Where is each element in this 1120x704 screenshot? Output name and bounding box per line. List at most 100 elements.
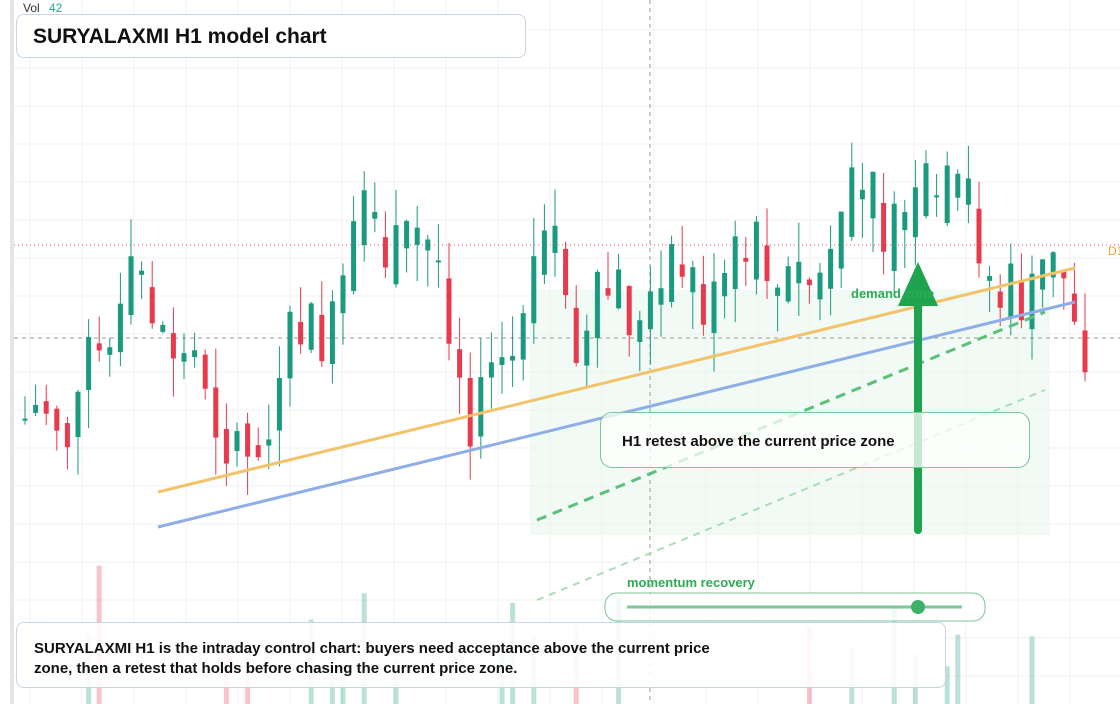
candle-body [563,248,569,296]
candle-body [520,313,526,360]
candle-body [266,439,272,446]
candle-body [679,264,685,277]
candle-body [732,236,738,290]
edge-label: D1 [1108,244,1120,258]
candle-body [552,225,558,253]
candle-body [54,408,60,431]
candle-body [711,281,717,334]
candle-body [849,167,855,237]
candle-body [446,278,452,344]
candle-body [33,404,39,413]
candle-body [43,401,49,414]
callout: H1 retest above the current price zone [622,433,895,450]
candle-body [584,330,590,366]
candle-body [414,227,420,245]
candle-body [149,287,155,324]
momentum-label: momentum recovery [627,575,756,590]
candle-body [223,428,229,464]
candle-body [170,333,176,359]
arrow-head [898,262,938,306]
candle-body [22,418,28,421]
candle-body [658,288,664,305]
candle-body [234,431,240,452]
candle-body [1029,273,1035,330]
candle-body [382,237,388,268]
candle-body [796,261,802,284]
candle-body [139,270,145,275]
candle-body [764,245,770,281]
candle-body [372,211,378,219]
candle-body [955,173,961,198]
candle-body [838,211,844,269]
zone-label: demand zone [851,286,934,301]
title: SURYALAXMI H1 model chart [33,25,327,48]
candle-body [510,355,516,361]
candle-body [96,343,102,351]
candle-body [213,387,219,438]
volume-bar [1029,636,1035,704]
candle-body [117,303,123,353]
candle-body [912,187,918,238]
volume-value: 42 [49,1,63,15]
candle-body [531,256,537,324]
candle-body [467,377,473,447]
candle-body [573,307,579,363]
candle-body [690,267,696,293]
caption-box: SURYALAXMI H1 is the intraday control ch… [16,622,946,688]
candle-body [541,230,547,275]
candle-body [987,275,993,281]
candle-body [870,171,876,219]
candle-body [1061,271,1067,279]
candle-body [965,178,971,205]
candle-body [944,165,950,224]
candle-body [700,284,706,325]
volume-bar [955,634,961,704]
candle-body [976,208,982,264]
candle-body [881,202,887,252]
candle-body [276,378,282,431]
candle-body [107,347,113,355]
momentum-knob [911,600,925,614]
candle-body [891,203,897,271]
candle-body [160,324,166,332]
volume-bar [944,666,950,704]
candle-body [594,271,600,339]
candle-body [1008,263,1014,319]
candle-body [1071,293,1077,322]
volume-label: Vol [23,1,40,15]
candle-body [626,286,632,336]
candle-body [902,212,908,231]
candle-body [298,321,304,345]
candle-body [329,301,335,365]
candle-body [775,287,781,296]
candle-body [287,311,293,379]
candle-body [859,189,865,200]
candle-body [425,239,431,251]
candle-body [1082,330,1088,373]
candle-body [128,256,134,316]
candle-body [404,220,410,249]
candle-body [753,221,759,280]
candle-body [245,423,251,457]
candle-body [192,350,198,358]
candle-body [351,221,357,292]
candle-body [828,248,834,289]
caption: SURYALAXMI H1 is the intraday control ch… [34,640,710,677]
candle-body [669,244,675,302]
candle-body [806,279,812,286]
candle-body [743,257,749,262]
candle-body [435,260,441,263]
candle-body [605,288,611,296]
candle-body [488,362,494,378]
candle-body [722,272,728,297]
candle-body [86,336,92,390]
candle-body [785,266,791,302]
candle-body [499,357,505,365]
candle-body [616,269,622,309]
candle-body [75,391,81,438]
candle-body [647,291,653,330]
candle-body [637,320,643,342]
title-box: SURYALAXMI H1 model chart [16,14,526,58]
